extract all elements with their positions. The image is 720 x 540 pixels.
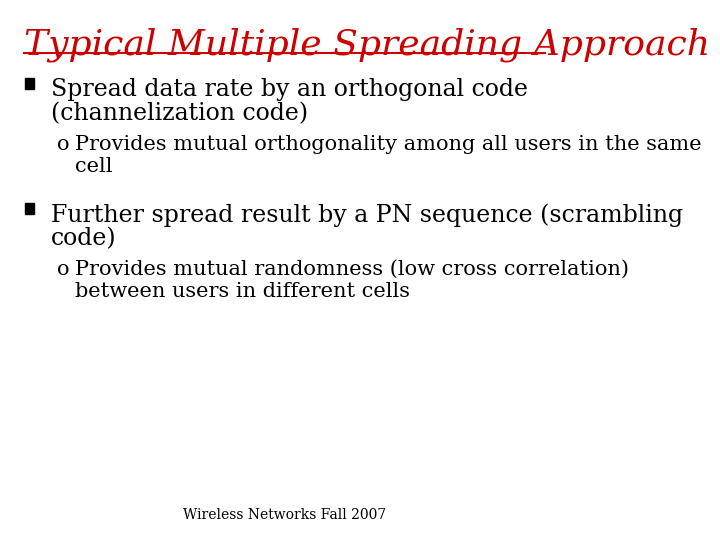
Text: Further spread result by a PN sequence (scrambling: Further spread result by a PN sequence (…	[51, 203, 683, 227]
Bar	[25, 203, 34, 214]
Text: code): code)	[51, 227, 117, 250]
Text: Provides mutual orthogonality among all users in the same: Provides mutual orthogonality among all …	[75, 135, 702, 154]
Text: Provides mutual randomness (low cross correlation): Provides mutual randomness (low cross co…	[75, 260, 629, 279]
Text: o: o	[57, 135, 69, 154]
Text: o: o	[57, 260, 69, 279]
Bar	[25, 78, 34, 89]
Text: (channelization code): (channelization code)	[51, 102, 308, 125]
Text: Spread data rate by an orthogonal code: Spread data rate by an orthogonal code	[51, 78, 528, 101]
Text: Wireless Networks Fall 2007: Wireless Networks Fall 2007	[183, 508, 386, 522]
Text: cell: cell	[75, 157, 112, 176]
Text: Typical Multiple Spreading Approach: Typical Multiple Spreading Approach	[24, 28, 710, 63]
Text: between users in different cells: between users in different cells	[75, 282, 410, 301]
